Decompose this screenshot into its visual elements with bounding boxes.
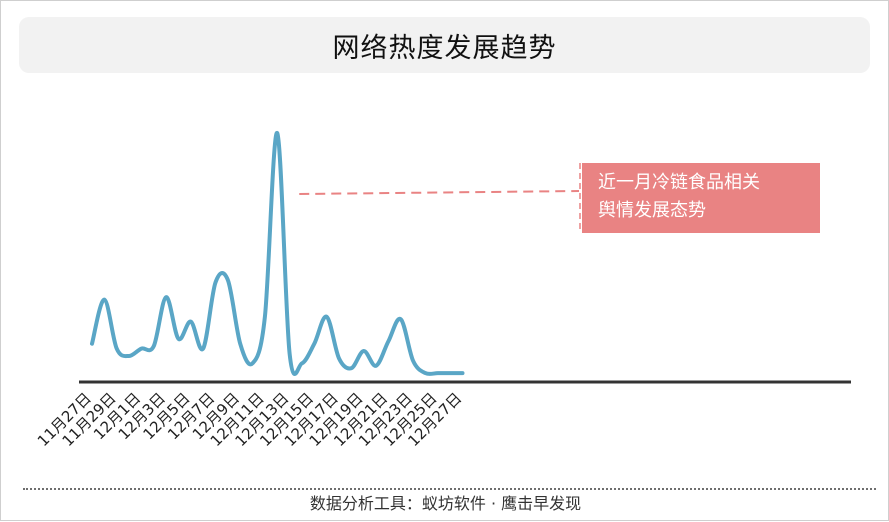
data-point <box>176 337 180 341</box>
data-point <box>436 371 440 375</box>
annotation-connector <box>299 190 580 195</box>
data-point <box>251 361 255 365</box>
data-point <box>325 315 329 319</box>
series-layer <box>90 130 465 376</box>
data-point <box>399 317 403 321</box>
data-point <box>152 344 156 348</box>
data-point <box>411 359 415 363</box>
data-point <box>263 315 267 319</box>
data-point <box>226 278 230 282</box>
data-point <box>127 354 131 358</box>
data-point <box>349 366 353 370</box>
data-point <box>461 371 465 375</box>
data-point <box>275 131 279 135</box>
title-bar: 网络热度发展趋势 <box>19 17 870 73</box>
annotation-box: 近一月冷链食品相关 舆情发展态势 <box>582 163 820 233</box>
data-point <box>312 342 316 346</box>
x-tick-labels: 11月27日11月29日12月1日12月3日12月5日12月7日12月9日12月… <box>34 389 465 450</box>
data-point <box>238 342 242 346</box>
data-point <box>386 339 390 343</box>
annotation-layer <box>299 163 581 233</box>
data-point <box>214 280 218 284</box>
data-point <box>374 364 378 368</box>
data-point <box>189 320 193 324</box>
footer-source: 数据分析工具：蚁坊软件 · 鹰击早发现 <box>309 494 582 513</box>
series-line <box>90 130 465 376</box>
footer-divider <box>23 488 876 490</box>
data-point <box>337 356 341 360</box>
data-point <box>300 361 304 365</box>
annotation-line-2: 舆情发展态势 <box>598 200 706 221</box>
data-point <box>288 352 292 356</box>
data-point <box>90 342 94 346</box>
data-point <box>423 371 427 375</box>
annotation-line-1: 近一月冷链食品相关 <box>598 172 760 193</box>
data-point <box>362 349 366 353</box>
data-point <box>102 298 106 302</box>
chart-title: 网络热度发展趋势 <box>332 32 557 64</box>
data-point <box>201 347 205 351</box>
data-point <box>139 347 143 351</box>
data-point <box>448 371 452 375</box>
data-point <box>115 347 119 351</box>
data-point <box>164 295 168 299</box>
